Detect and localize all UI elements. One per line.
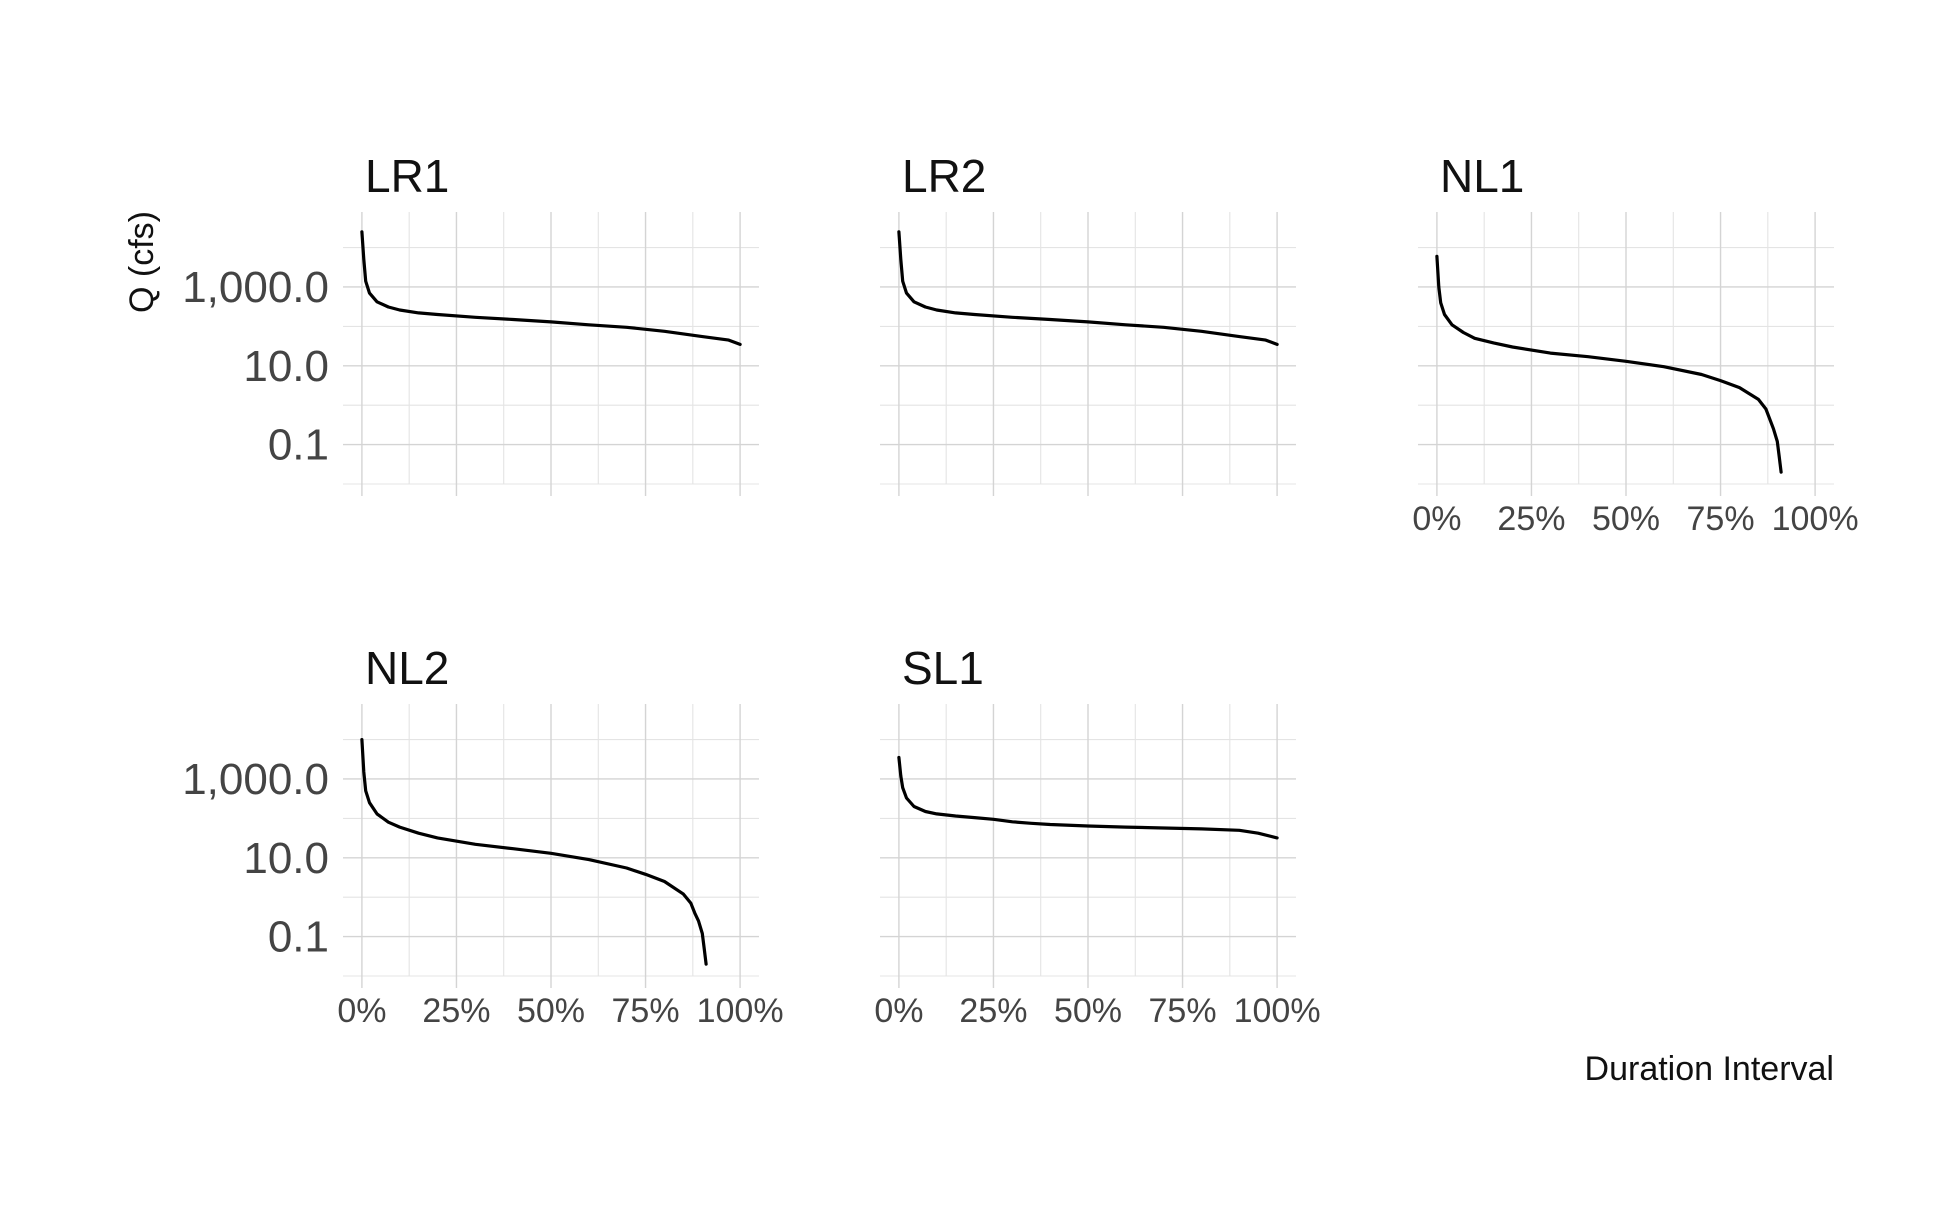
facet-label-lr1: LR1 xyxy=(365,150,449,202)
x-axis-title: Duration Interval xyxy=(1585,1050,1834,1088)
facet-label-nl2: NL2 xyxy=(365,642,449,694)
y-tick-label: 1,000.0 xyxy=(182,755,329,804)
series-line-sl1 xyxy=(897,755,1279,840)
x-tick-label: 50% xyxy=(517,992,585,1030)
x-tick-label: 50% xyxy=(1592,500,1660,538)
x-tick-label: 0% xyxy=(874,992,923,1030)
facet-label-lr2: LR2 xyxy=(902,150,986,202)
x-tick-label: 25% xyxy=(959,992,1027,1030)
y-axis-title: Q (cfs) xyxy=(123,211,161,313)
x-tick-label: 75% xyxy=(612,992,680,1030)
x-tick-label: 75% xyxy=(1687,500,1755,538)
series-line-lr2 xyxy=(897,230,1279,346)
x-tick-label: 100% xyxy=(1772,500,1859,538)
y-tick-label: 10.0 xyxy=(243,342,329,391)
series-line-nl2 xyxy=(360,738,708,966)
x-tick-label: 25% xyxy=(1497,500,1565,538)
series-line-lr1 xyxy=(360,230,742,346)
y-tick-label: 0.1 xyxy=(268,913,329,962)
y-tick-label: 10.0 xyxy=(243,834,329,883)
y-tick-label: 1,000.0 xyxy=(182,263,329,312)
y-tick-label: 0.1 xyxy=(268,421,329,470)
x-tick-label: 25% xyxy=(422,992,490,1030)
x-tick-label: 100% xyxy=(1234,992,1321,1030)
facet-label-nl1: NL1 xyxy=(1440,150,1524,202)
x-tick-label: 75% xyxy=(1149,992,1217,1030)
x-tick-label: 100% xyxy=(697,992,784,1030)
x-tick-label: 50% xyxy=(1054,992,1122,1030)
series-line-nl1 xyxy=(1435,254,1783,474)
facet-label-sl1: SL1 xyxy=(902,642,984,694)
x-tick-label: 0% xyxy=(337,992,386,1030)
x-tick-label: 0% xyxy=(1412,500,1461,538)
